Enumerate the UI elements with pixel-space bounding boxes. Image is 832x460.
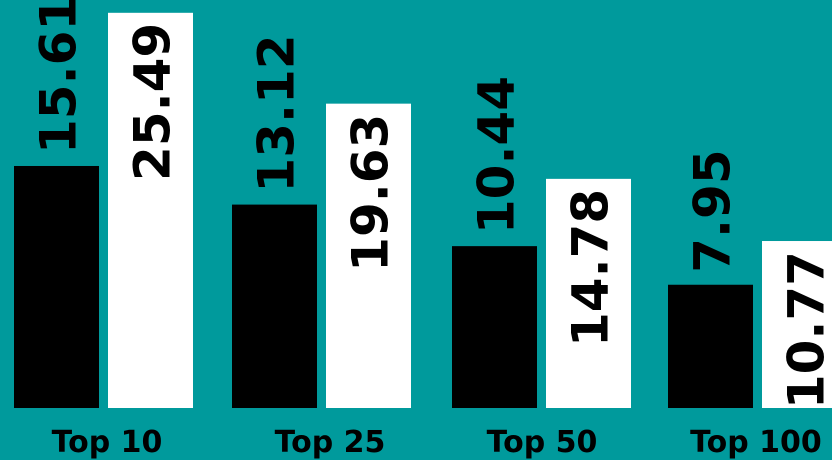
category-label-2: Top 50 [487,425,598,460]
bar-series_b-0 [108,12,193,408]
value-label-series_b-1: 19.63 [342,114,400,272]
category-label-0: Top 10 [52,425,163,460]
bar-series_b-3 [762,241,832,408]
bar-series_a-1 [232,204,317,408]
bar-series_b-2 [546,178,631,408]
value-label-series_b-3: 10.77 [778,251,832,409]
category-label-3: Top 100 [690,425,822,460]
value-label-series_a-2: 10.44 [468,76,526,234]
value-label-series_a-0: 15.61 [30,0,88,154]
value-label-series_a-3: 7.95 [684,149,742,272]
bar-series_a-0 [14,165,99,408]
bar-series_b-1 [326,103,411,409]
value-label-series_a-1: 13.12 [248,34,306,192]
category-label-1: Top 25 [275,425,386,460]
bar-series_a-3 [668,284,753,408]
value-label-series_b-2: 14.78 [562,189,620,347]
bar-series_a-2 [452,246,537,408]
value-label-series_b-0: 25.49 [124,23,182,181]
